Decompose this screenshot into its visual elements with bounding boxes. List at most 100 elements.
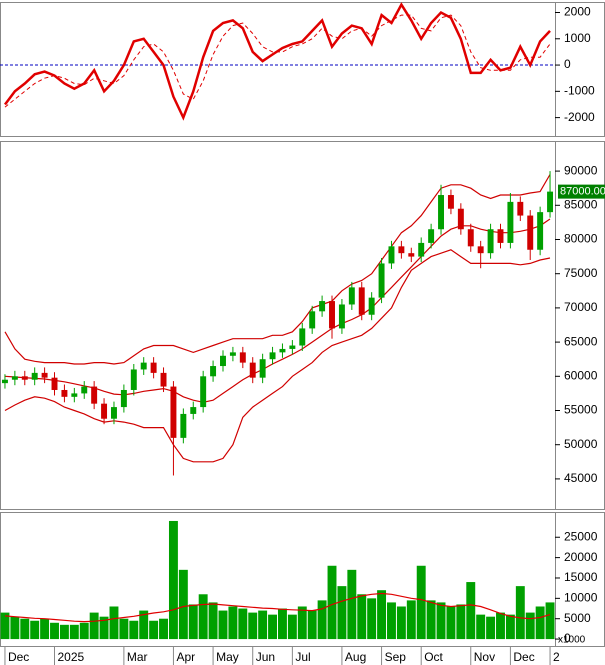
- volume-bar: [40, 618, 50, 640]
- volume-bar: [129, 620, 139, 640]
- candle-body: [170, 386, 177, 438]
- volume-bar: [79, 622, 89, 640]
- candle-body: [309, 311, 316, 329]
- candle-body: [428, 229, 435, 243]
- candle-body: [11, 376, 18, 380]
- y-tick-label: 70000: [564, 300, 598, 314]
- volume-bar: [287, 614, 297, 640]
- volume-bar: [456, 604, 466, 640]
- x-tick-label: May: [216, 650, 239, 664]
- candle-body: [31, 372, 38, 380]
- candle-body: [537, 212, 544, 250]
- volume-bar: [545, 602, 555, 640]
- x-tick-label: 2: [553, 650, 560, 664]
- volume-bar: [505, 614, 515, 640]
- candle-body: [388, 246, 395, 264]
- volume-bar: [208, 602, 218, 640]
- y-tick-label: 55000: [564, 403, 598, 417]
- line-series: [4, 592, 551, 623]
- volume-bar: [69, 624, 79, 640]
- candle-body: [299, 328, 306, 346]
- price-label: 87000.00: [560, 186, 605, 198]
- volume-bar: [515, 586, 525, 640]
- line-series: [4, 2, 551, 121]
- volume-bar: [416, 565, 426, 640]
- line-series: [4, 249, 551, 463]
- volume-bar: [377, 590, 387, 640]
- unit-label: x1000: [558, 635, 586, 646]
- x-tick-label: Mar: [127, 650, 148, 664]
- candle-body: [91, 386, 98, 404]
- candle-body: [249, 362, 256, 378]
- y-tick-label: -2000: [564, 110, 595, 124]
- candle-body: [229, 352, 236, 356]
- volume-bar: [357, 594, 367, 640]
- candle-body: [547, 191, 554, 213]
- volume-bar: [297, 606, 307, 640]
- candle-body: [200, 376, 207, 408]
- candle-body: [259, 359, 266, 378]
- volume-bar: [119, 618, 129, 640]
- y-tick-label: 2000: [564, 5, 591, 19]
- volume-bar: [10, 616, 20, 640]
- candle-body: [398, 246, 405, 254]
- y-tick-label: 0: [564, 631, 571, 645]
- y-tick-label: 85000: [564, 197, 598, 211]
- candle-body: [527, 215, 534, 250]
- volume-bar: [277, 608, 287, 640]
- x-tick-label: Jul: [295, 650, 310, 664]
- candle-body: [61, 389, 68, 397]
- volume-bar: [387, 602, 396, 640]
- candle-body: [81, 386, 88, 394]
- candle-body: [21, 376, 28, 380]
- candle-body: [378, 263, 385, 298]
- candle-body: [101, 403, 108, 419]
- volume-bar: [248, 612, 258, 640]
- candle-body: [477, 246, 484, 254]
- volume-bar: [59, 624, 69, 640]
- volume-bar: [396, 606, 406, 640]
- volume-bar: [347, 569, 357, 640]
- candle-body: [368, 297, 375, 315]
- y-tick-label: 75000: [564, 266, 598, 280]
- candle-body: [497, 229, 504, 243]
- volume-bar: [228, 606, 238, 640]
- candle-body: [140, 362, 147, 370]
- y-tick-label: 10000: [564, 591, 598, 605]
- x-tick-label: Aug: [345, 650, 366, 664]
- y-tick-label: 0: [564, 57, 571, 71]
- candle-body: [507, 201, 514, 243]
- candle-body: [220, 355, 226, 367]
- panel-frame: [0, 2, 605, 137]
- candle-body: [71, 393, 78, 397]
- x-tick-label: Apr: [176, 650, 195, 664]
- candle-body: [1, 379, 8, 384]
- volume-bar: [466, 582, 476, 640]
- y-tick-label: 25000: [564, 529, 598, 543]
- x-tick-label: Oct: [424, 650, 443, 664]
- volume-bar: [476, 614, 486, 640]
- candle-body: [438, 195, 444, 230]
- y-tick-label: 60000: [564, 368, 598, 382]
- y-tick-label: 80000: [564, 232, 598, 246]
- volume-bar: [327, 565, 337, 640]
- candle-body: [289, 345, 296, 349]
- volume-bar: [436, 602, 446, 640]
- candle-body: [190, 407, 197, 414]
- candle-body: [51, 377, 58, 390]
- candle-body: [338, 304, 345, 329]
- volume-bar: [99, 616, 109, 640]
- volume-bar: [178, 569, 188, 640]
- volume-bar: [50, 622, 59, 640]
- volume-bar: [317, 600, 327, 640]
- candle-body: [329, 301, 335, 329]
- candle-body: [210, 366, 217, 377]
- volume-bar: [89, 612, 99, 640]
- y-tick-label: 50000: [564, 437, 598, 451]
- volume-bar: [0, 612, 10, 640]
- volume-bar: [496, 612, 505, 640]
- candle-body: [517, 201, 524, 216]
- candle-body: [467, 229, 474, 247]
- volume-bar: [337, 586, 347, 640]
